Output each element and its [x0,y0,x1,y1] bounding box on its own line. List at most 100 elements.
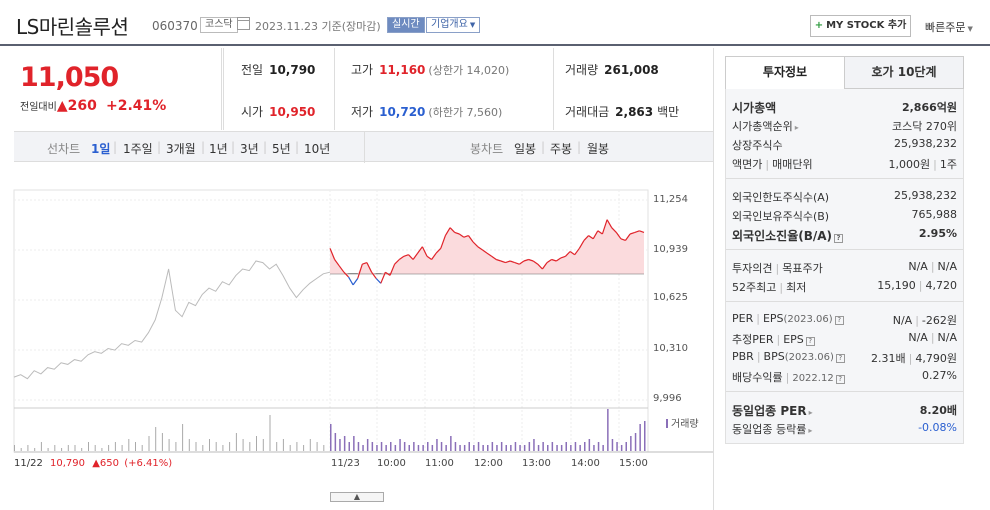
price-line-segment [514,262,520,265]
volume-bar [403,442,406,451]
open-price: 시가 10,950 [241,105,316,119]
industry-per-link[interactable]: 동일업종 PER ▸ [732,404,813,418]
volume-bar [289,445,291,451]
volume-bar [242,439,244,451]
chevron-down-icon: ▼ [469,21,476,29]
volume-bar [229,442,231,451]
price-line-segment [389,263,396,276]
period-1y[interactable]: 1년 [209,142,228,156]
foreign-ratio-value: 2.95% [918,227,957,240]
mystock-add-button[interactable]: + MY STOCK 추가 [810,15,911,37]
industry-change-link[interactable]: 동일업종 등락률 ▸ [732,423,813,436]
info-tabs: 투자정보 호가 10단계 [725,56,964,89]
period-5y[interactable]: 5년 [272,142,291,156]
plot-frame [13,189,649,453]
volume-bar [500,442,503,451]
volume-bar [436,439,438,451]
company-overview-button[interactable]: 기업개요 ▼ [426,17,481,33]
price-change: 전일대비▲260 +2.41% [20,98,167,114]
price-line-segment [574,247,580,256]
volume-bar [491,442,494,451]
volume-bar [40,442,42,451]
realtime-button[interactable]: 실시간 [387,17,425,33]
price-line-segment [472,241,479,248]
foreign-ratio-label: 외국인소진율(B/A)? [732,227,844,244]
volume-bar [348,442,350,451]
per-eps-value: N/A | -262원 [892,314,957,327]
candle-monthly[interactable]: 월봉 [587,142,610,156]
chevron-right-icon: ▸ [808,408,813,417]
volume-bar [188,439,190,451]
volume-bar [330,424,332,451]
volume-bar [417,445,420,451]
period-3m[interactable]: 3개월 [166,142,196,156]
volume-bar [408,445,410,451]
y-tick: 11,254 [653,194,688,205]
facevalue-value: 1,000원 | 1주 [888,158,957,171]
volume-bar [496,445,498,451]
volume-bar [155,427,157,451]
volume-bar [574,442,577,451]
price-line-segment [343,271,349,278]
volume-bar [209,439,210,451]
quick-order-button[interactable]: 빠른주문 ▼ [925,21,973,34]
foreign-hold-value: 765,988 [911,208,958,221]
help-icon[interactable]: ? [834,316,844,325]
price-line-segment [597,230,603,235]
price-line-segment [366,262,373,273]
low-price: 저가 10,720 (하한가 7,560) [351,105,503,119]
price-line-segment [546,259,552,264]
market-cap-rank-link[interactable]: 시가총액순위 ▸ [732,120,799,133]
tab-orderbook[interactable]: 호가 10단계 [844,56,964,89]
price-line-segment [458,233,465,238]
chart-collapse-button[interactable]: ▲ [330,492,384,502]
volume-bar [390,442,392,451]
y-tick: 9,996 [653,393,682,404]
volume-bar [276,442,278,451]
help-icon[interactable]: ? [805,337,815,346]
stock-name: LS마린솔루션 [16,15,129,39]
price-line-segment [555,257,562,262]
period-1d[interactable]: 1일 [91,142,111,156]
volume-bar [468,442,470,451]
volume-bar [334,433,337,451]
period-selector: 선차트 1일 | 1주일 | 3개월 | 1년 | 3년 | 5년 | 10년 … [14,131,713,163]
candle-weekly[interactable]: 주봉 [550,142,573,156]
volume-bar [256,436,257,451]
volume-bar [551,442,554,451]
help-icon[interactable]: ? [835,354,845,363]
price-line-segment [639,230,645,233]
volume-bar [505,445,507,451]
volume-bar [362,445,364,451]
chevron-down-icon: ▼ [967,25,973,33]
price-chart[interactable]: 11,254 10,939 10,625 10,310 9,996 거래량 11… [0,162,713,510]
dividend-value: 0.27% [922,369,957,382]
volume-bar [135,442,136,451]
price-line-segment [620,238,626,241]
price-line-segment [523,258,529,262]
y-tick: 10,310 [653,343,688,354]
x-tick: 11/23 [331,458,360,469]
candle-daily[interactable]: 일봉 [514,142,537,156]
volume-bar [353,436,355,451]
volume-bar [148,436,150,451]
help-icon[interactable]: ? [835,375,845,384]
price-line-segment [509,260,515,264]
help-icon[interactable]: ? [834,234,844,243]
chevron-right-icon: ▸ [794,123,799,132]
price-line-segment [583,235,590,241]
period-3y[interactable]: 3년 [240,142,259,156]
price-line-segment [371,271,377,279]
volume-bar [616,442,618,451]
volume-bar [542,442,544,451]
volume-bar [482,445,484,451]
period-10y[interactable]: 10년 [304,142,331,156]
week52-value: 15,190 | 4,720 [877,279,957,292]
period-1w[interactable]: 1주일 [123,142,153,156]
volume-bar [510,445,512,451]
price-line-segment [338,265,345,273]
tab-invest-info[interactable]: 투자정보 [725,56,845,89]
price-line-segment [500,260,506,264]
volume-bar [634,433,637,451]
volume-bar [81,448,83,451]
